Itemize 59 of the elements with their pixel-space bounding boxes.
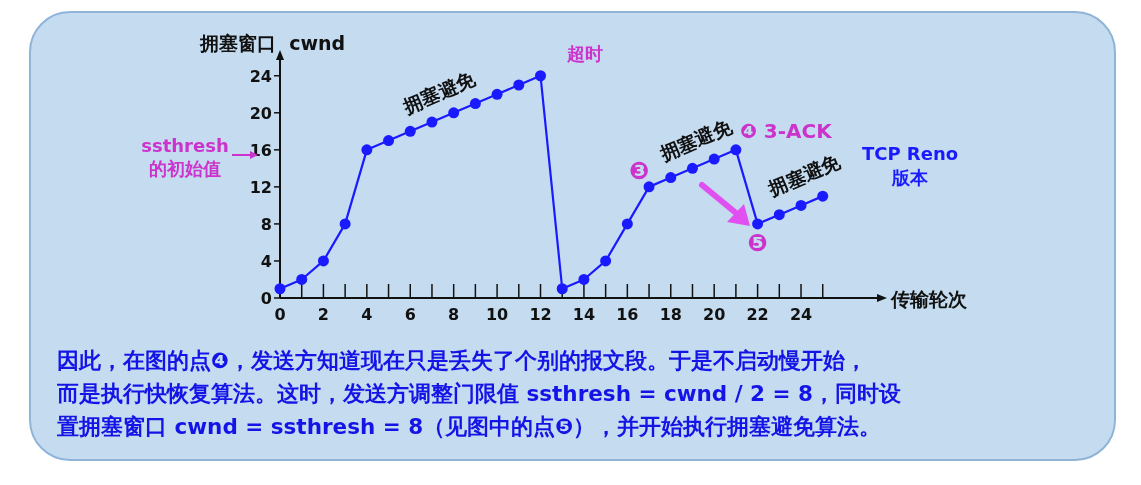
text: 置拥塞窗口 cwnd = ssthresh = 8（见图中的点❺），并开始执行拥塞避免算法。 (56, 414, 882, 439)
point (578, 273, 590, 285)
point (817, 190, 829, 202)
x-tick-label: 8 (448, 305, 460, 324)
point (339, 218, 351, 230)
point (556, 283, 568, 295)
annotation: ❹ 3-ACK (739, 118, 834, 143)
annotation: ❸ (628, 156, 650, 185)
point (600, 255, 612, 267)
text: 而是执行快恢复算法。这时，发送方调整门限值 ssthresh = cwnd / 2 = 8，同时设 (56, 381, 902, 406)
point (317, 255, 329, 267)
x-tick-label: 18 (659, 305, 682, 324)
x-axis-title: 传输轮次 (890, 288, 968, 310)
x-tick-label: 24 (789, 305, 813, 324)
point (686, 162, 698, 174)
annotation: 拥塞避免 (655, 114, 736, 166)
annotation: ❺ (747, 228, 768, 257)
y-tick-label: 12 (249, 177, 272, 197)
y-axis-title: 拥塞窗口 cwnd (199, 32, 346, 54)
point (274, 283, 286, 295)
point (426, 116, 438, 128)
x-tick-label: 4 (361, 305, 373, 324)
point (708, 153, 720, 165)
y-tick-label: 0 (260, 289, 272, 308)
x-tick-label: 6 (404, 305, 416, 324)
x-tick-label: 16 (616, 305, 639, 324)
text: ssthresh 的初始值 (141, 135, 229, 179)
point (643, 181, 655, 193)
annotation: 拥塞避免 (398, 66, 480, 118)
point (513, 79, 525, 91)
text: 因此，在图的点❹，发送方知道现在只是丢失了个别的报文段。于是不启动慢开始， (57, 348, 868, 373)
x-tick-label: 0 (274, 305, 286, 324)
point (361, 144, 373, 156)
y-tick-label: 24 (249, 66, 272, 86)
x-tick-label: 12 (529, 305, 552, 324)
point (491, 88, 503, 100)
x-tick-label: 14 (572, 305, 596, 324)
point (665, 172, 677, 184)
point (773, 209, 785, 221)
x-tick-label: 2 (317, 305, 329, 324)
point (535, 70, 547, 82)
annotation: 超时 (565, 42, 603, 64)
y-tick-label: 20 (249, 103, 272, 123)
point (383, 135, 395, 147)
point (795, 199, 807, 211)
x-tick-label: 20 (703, 305, 726, 324)
point (752, 218, 764, 230)
y-tick-label: 8 (260, 214, 272, 234)
point (730, 144, 742, 156)
x-tick-label: 22 (746, 305, 769, 324)
x-tick-label: 10 (485, 305, 509, 324)
y-tick-label: 4 (260, 251, 272, 271)
point (621, 218, 633, 230)
annotation: 拥塞避免 (764, 149, 845, 201)
point (404, 125, 416, 137)
point (469, 98, 481, 110)
point (448, 107, 460, 119)
annotation: TCP Reno 版本 (861, 143, 959, 188)
point (296, 273, 308, 285)
